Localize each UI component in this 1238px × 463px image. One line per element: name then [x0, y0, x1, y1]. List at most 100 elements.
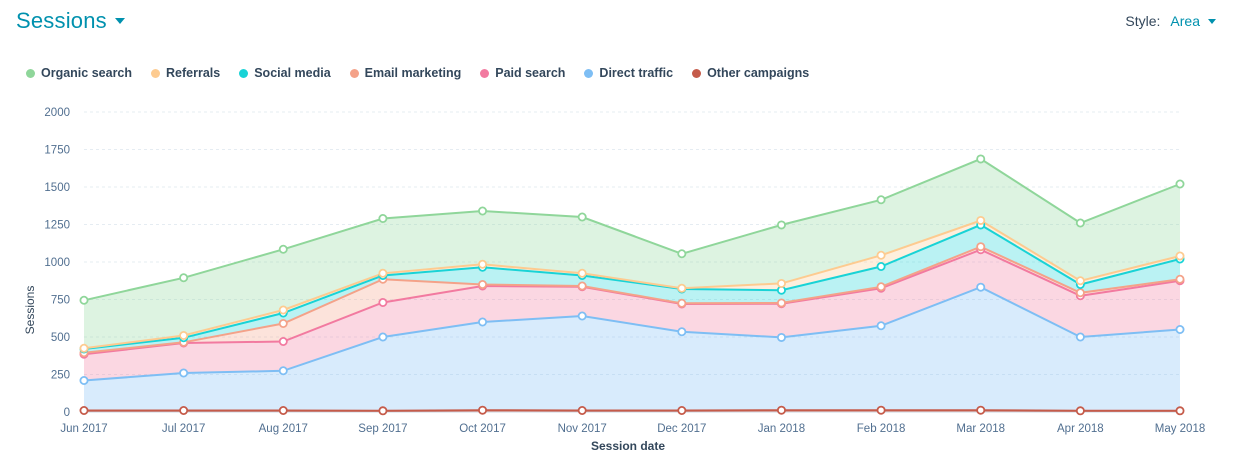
legend-dot-icon — [349, 68, 359, 78]
data-point — [278, 244, 288, 254]
legend-label: Referrals — [166, 66, 221, 80]
x-tick-label: Sep 2017 — [358, 423, 407, 435]
sessions-title-dropdown[interactable]: Sessions — [16, 8, 125, 34]
legend-item-email-marketing[interactable]: Email marketing — [349, 66, 462, 80]
x-tick-label: Oct 2017 — [459, 423, 506, 435]
data-point — [776, 298, 786, 308]
series-area — [84, 287, 1180, 411]
series-line — [83, 219, 1181, 350]
data-point — [1075, 218, 1085, 228]
data-point — [278, 405, 288, 415]
data-point — [577, 281, 587, 291]
chart-legend: Organic search Referrals Social media Em… — [26, 66, 828, 80]
legend-dot-icon — [239, 68, 249, 78]
style-dropdown-value: Area — [1170, 13, 1200, 29]
y-tick-label: 250 — [51, 370, 70, 382]
series-line — [83, 286, 1181, 382]
x-tick-label: Apr 2018 — [1057, 423, 1104, 435]
legend-item-other-campaigns[interactable]: Other campaigns — [692, 66, 809, 80]
data-point — [1175, 274, 1185, 284]
data-point — [378, 213, 388, 223]
data-point — [179, 368, 189, 378]
legend-label: Direct traffic — [599, 66, 674, 80]
x-tick-label: Jul 2017 — [162, 423, 205, 435]
legend-label: Email marketing — [364, 66, 462, 80]
series-area — [84, 249, 1180, 381]
y-axis-title: Sessions — [23, 286, 37, 335]
data-point — [776, 220, 786, 230]
page-title: Sessions — [16, 8, 107, 33]
data-point — [976, 154, 986, 164]
data-point — [79, 405, 89, 415]
x-axis-title: Session date — [591, 439, 665, 453]
data-point — [577, 405, 587, 415]
data-point — [179, 405, 189, 415]
legend-label: Social media — [254, 66, 331, 80]
x-tick-label: Feb 2018 — [857, 423, 906, 435]
legend-item-social-media[interactable]: Social media — [239, 66, 331, 80]
legend-label: Paid search — [495, 66, 566, 80]
data-point — [1175, 179, 1185, 189]
legend-item-organic-search[interactable]: Organic search — [26, 66, 132, 80]
data-point — [478, 279, 488, 289]
data-point — [776, 278, 786, 288]
x-tick-label: Dec 2017 — [657, 423, 706, 435]
data-point — [976, 405, 986, 415]
y-tick-label: 500 — [51, 332, 70, 344]
y-tick-label: 1250 — [44, 220, 70, 232]
y-tick-label: 1500 — [44, 182, 70, 194]
data-point — [876, 250, 886, 260]
series-line — [84, 409, 1180, 412]
data-point — [976, 215, 986, 225]
data-point — [378, 268, 388, 278]
data-point — [1075, 288, 1085, 298]
legend-item-paid-search[interactable]: Paid search — [480, 66, 565, 80]
x-tick-label: Mar 2018 — [956, 423, 1005, 435]
y-tick-label: 2000 — [44, 107, 70, 119]
data-point — [776, 332, 786, 342]
data-point — [278, 366, 288, 376]
data-point — [478, 259, 488, 269]
x-tick-label: Jun 2017 — [60, 423, 107, 435]
legend-item-referrals[interactable]: Referrals — [151, 66, 220, 80]
legend-label: Organic search — [41, 66, 133, 80]
data-point — [677, 327, 687, 337]
data-point — [876, 321, 886, 331]
series-area — [84, 158, 1180, 349]
data-point — [677, 249, 687, 259]
style-label: Style: — [1125, 13, 1161, 29]
y-tick-label: 0 — [64, 407, 70, 419]
legend-label: Other campaigns — [707, 66, 810, 80]
data-point — [478, 317, 488, 327]
data-point — [976, 242, 986, 252]
chevron-down-icon — [1208, 18, 1216, 24]
data-point — [976, 282, 986, 292]
chevron-down-icon — [114, 18, 125, 24]
data-point — [478, 405, 488, 415]
data-point — [677, 298, 687, 308]
data-point — [378, 406, 388, 416]
data-point — [278, 336, 288, 346]
x-tick-label: Nov 2017 — [558, 423, 607, 435]
data-point — [278, 318, 288, 328]
series-area — [84, 220, 1180, 349]
data-point — [1175, 324, 1185, 334]
data-point — [577, 311, 587, 321]
series-line — [83, 245, 1181, 354]
data-point — [378, 297, 388, 307]
series-line — [83, 223, 1181, 350]
data-point — [677, 283, 687, 293]
data-point — [1075, 332, 1085, 342]
style-control: Style: Area — [1125, 13, 1216, 29]
legend-item-direct-traffic[interactable]: Direct traffic — [584, 66, 673, 80]
y-tick-label: 750 — [51, 295, 70, 307]
style-dropdown[interactable]: Area — [1170, 13, 1216, 29]
data-point — [876, 261, 886, 271]
data-point — [577, 268, 587, 278]
legend-dot-icon — [26, 68, 35, 78]
data-point — [1075, 276, 1085, 286]
y-tick-label: 1750 — [44, 145, 70, 157]
data-point — [876, 282, 886, 292]
legend-dot-icon — [480, 68, 490, 78]
